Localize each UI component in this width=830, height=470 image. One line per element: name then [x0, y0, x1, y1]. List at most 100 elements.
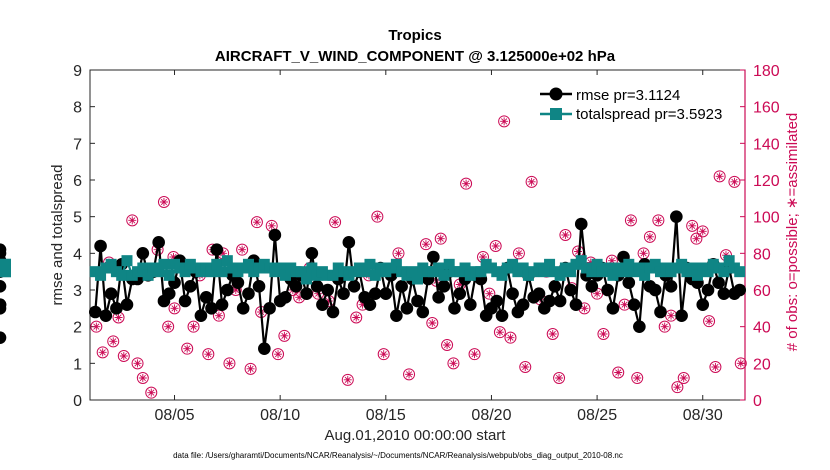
obs-point	[278, 329, 291, 342]
obs-possible-marker	[434, 232, 447, 245]
legend-rmse-label: rmse pr=3.1124	[576, 87, 680, 104]
obs-point	[546, 328, 559, 340]
y-tick-label-left: 9	[73, 63, 82, 80]
obs-assimilated-marker	[626, 216, 635, 225]
obs-assimilated-marker	[521, 363, 530, 371]
rmse-point	[310, 280, 324, 293]
totalspread-point	[163, 269, 175, 281]
obs-assimilated-marker	[574, 247, 583, 256]
obs-assimilated-marker	[715, 172, 724, 181]
obs-point	[709, 361, 722, 373]
totalspread-point	[327, 269, 339, 281]
obs-assimilated-marker	[654, 216, 663, 225]
obs-assimilated-marker	[639, 249, 648, 258]
obs-assimilated-marker	[358, 300, 367, 309]
rmse-point	[215, 298, 229, 311]
totalspread-point	[158, 258, 170, 270]
obs-point	[696, 225, 709, 238]
rmse-point	[184, 280, 197, 293]
rmse-point	[99, 309, 113, 322]
obs-point	[553, 372, 566, 384]
totalspread-point	[565, 266, 577, 278]
rmse-point	[427, 250, 440, 264]
obs-point	[157, 196, 170, 208]
obs-possible-marker	[272, 348, 285, 361]
rmse-point	[178, 294, 192, 308]
obs-assimilated-marker	[331, 218, 340, 227]
obs-point	[136, 372, 149, 384]
obs-possible-marker	[447, 357, 460, 370]
totalspread-point	[586, 266, 598, 278]
rmse-point	[379, 287, 393, 300]
obs-point	[117, 350, 130, 362]
obs-point	[671, 381, 684, 394]
y-tick-label-left: 3	[73, 283, 82, 300]
rmse-point	[152, 236, 165, 249]
obs-point	[329, 216, 342, 229]
x-axis: 08/05 08/10 08/15 08/20 08/25 08/30	[154, 70, 723, 424]
rmse-point	[574, 217, 588, 231]
rmse-point	[622, 276, 636, 289]
rmse-point	[411, 294, 424, 308]
totalspread-point	[602, 262, 614, 274]
totalspread-point	[433, 262, 445, 274]
obs-assimilated-marker	[495, 328, 504, 337]
totalspread-point	[686, 262, 698, 274]
x-tick-label: 08/10	[260, 407, 300, 424]
obs-possible-marker	[441, 339, 454, 351]
obs-possible-marker	[652, 214, 665, 227]
obs-possible-marker	[212, 309, 225, 322]
rmse-point	[490, 294, 504, 308]
obs-assimilated-marker	[736, 359, 745, 368]
obs-assimilated-marker	[491, 242, 500, 250]
right-axis: 0 20 40 60 80 100 120 140 160 180	[740, 63, 780, 410]
totalspread-point	[538, 266, 550, 278]
rmse-point	[448, 302, 461, 315]
rmse-point	[0, 247, 7, 260]
totalspread-point	[591, 258, 603, 270]
rmse-point	[654, 305, 667, 319]
obs-possible-marker	[90, 320, 103, 333]
obs-assimilated-marker	[394, 249, 403, 258]
obs-assimilated-marker	[189, 322, 198, 331]
footer-note: data file: /Users/gharamti/Documents/NCA…	[173, 451, 623, 460]
obs-assimilated-marker	[274, 350, 283, 359]
totalspread-point	[116, 269, 128, 281]
rmse-point	[675, 309, 688, 322]
rmse-point	[701, 283, 715, 297]
x-tick-label: 08/20	[471, 407, 511, 424]
obs-possible-marker	[202, 348, 215, 361]
y-tick-label-right: 120	[753, 173, 780, 190]
y-axis-label-left: rmse and totalspread	[49, 165, 66, 306]
obs-assimilated-marker	[164, 322, 173, 331]
obs-point	[713, 170, 726, 183]
obs-assimilated-marker	[633, 374, 642, 382]
obs-assimilated-marker	[711, 363, 720, 371]
totalspread-point	[607, 269, 619, 281]
obs-point	[637, 247, 650, 260]
rmse-point	[606, 302, 620, 315]
obs-possible-marker	[525, 175, 538, 188]
obs-possible-marker	[624, 214, 637, 227]
obs-possible-marker	[728, 175, 741, 188]
rmse-point	[316, 298, 329, 311]
obs-assimilated-marker	[667, 311, 676, 320]
y-tick-label-right: 20	[753, 356, 771, 373]
rmse-point	[516, 298, 530, 311]
totalspread-point	[496, 269, 508, 281]
totalspread-point	[95, 269, 107, 281]
rmse-point	[279, 291, 292, 304]
y-tick-label-left: 2	[73, 320, 82, 337]
obs-possible-marker	[117, 350, 130, 362]
totalspread-point	[734, 266, 746, 278]
rmse-point	[231, 276, 245, 289]
legend-box	[534, 78, 739, 128]
y-tick-label-left: 8	[73, 100, 82, 117]
rmse-point	[432, 291, 445, 304]
rmse-point	[205, 302, 218, 315]
rmse-point	[390, 309, 403, 322]
totalspread-point	[369, 269, 381, 281]
rmse-point	[242, 287, 255, 300]
rmse-point	[548, 280, 562, 293]
totalspread-point	[676, 258, 688, 270]
